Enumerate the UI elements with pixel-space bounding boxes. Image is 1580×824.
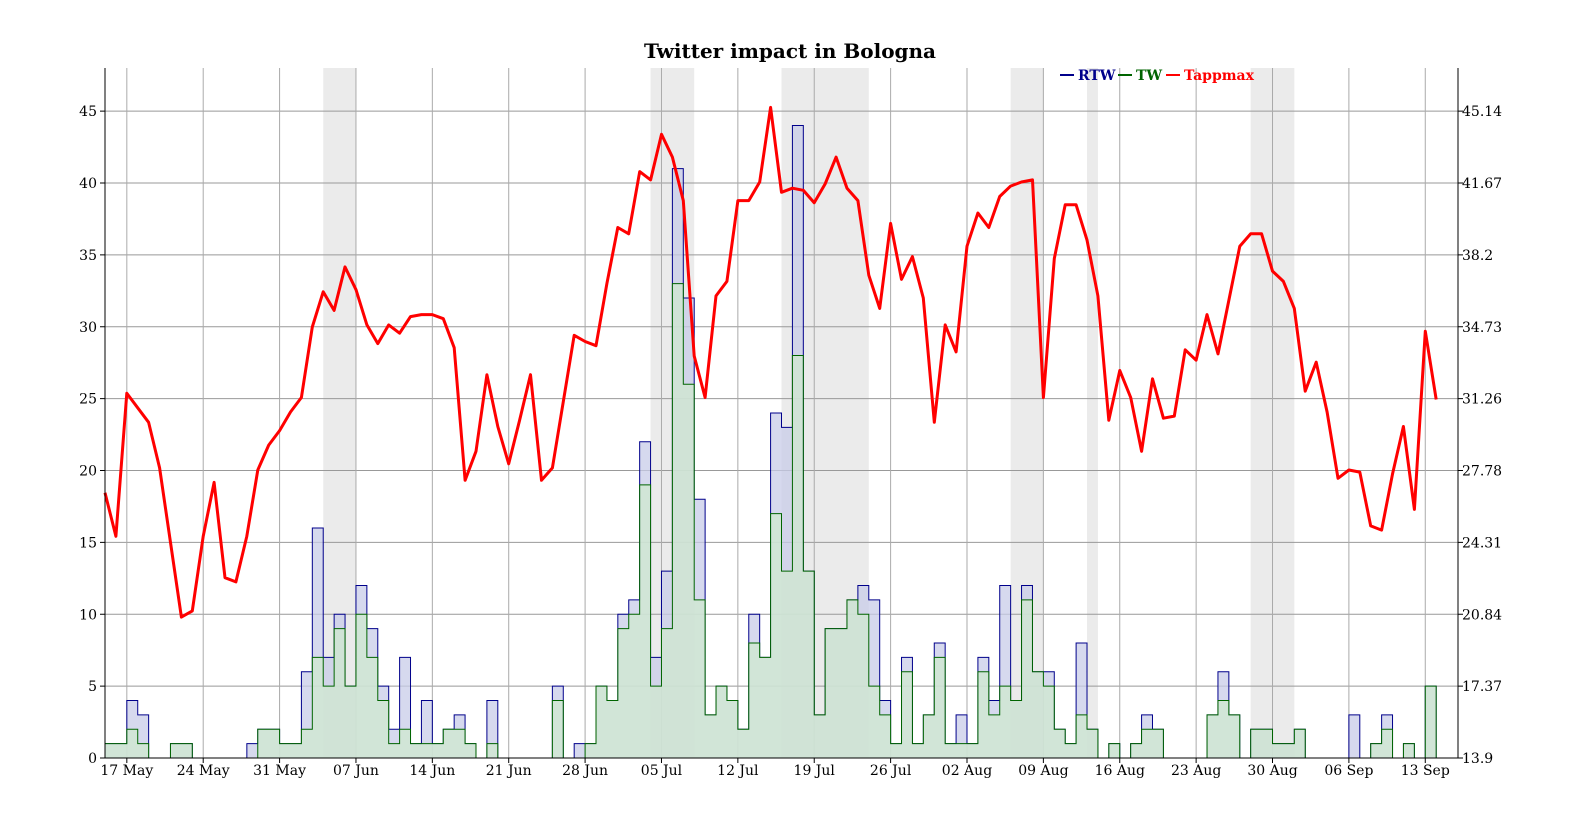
x-tick-label: 31 May — [253, 763, 306, 779]
bars-layer — [104, 125, 1437, 759]
x-tick-label: 30 Aug — [1247, 763, 1297, 779]
x-tick-label: 21 Jun — [486, 763, 532, 779]
series-tappmax — [103, 105, 1438, 619]
grid-layer — [105, 68, 1458, 759]
legend-label: Tappmax — [1184, 68, 1255, 84]
y-tick-label-left: 5 — [88, 679, 97, 695]
y-tick-label-left: 20 — [79, 464, 97, 480]
y-tick-label-left: 30 — [79, 320, 97, 336]
y-tick-label-left: 45 — [79, 104, 97, 120]
shaded-band — [1087, 68, 1098, 758]
x-tick-label: 14 Jun — [409, 763, 455, 779]
x-tick-label: 13 Sep — [1401, 763, 1450, 779]
x-tick-label: 26 Jul — [870, 763, 912, 779]
y-tick-label-left: 10 — [79, 607, 97, 623]
y-tick-label-left: 40 — [79, 176, 97, 192]
y-tick-label-left: 15 — [79, 535, 97, 551]
y-tick-label-right: 24.31 — [1462, 535, 1502, 551]
y-tick-label-left: 35 — [79, 248, 97, 264]
legend-label: RTW — [1078, 68, 1116, 84]
y-tick-label-right: 17.37 — [1462, 679, 1502, 695]
x-tick-label: 24 May — [177, 763, 230, 779]
x-tick-label: 05 Jul — [641, 763, 683, 779]
x-tick-label: 07 Jun — [333, 763, 379, 779]
y-tick-label-right: 13.9 — [1462, 751, 1493, 767]
x-tick-label: 06 Sep — [1324, 763, 1373, 779]
line-layer — [103, 105, 1438, 619]
x-tick-label: 02 Aug — [942, 763, 992, 779]
legend-label: TW — [1136, 68, 1162, 84]
axes-layer: 0 5 10 15 20 25 30 35 40 45 13.9 17.37 20.84 24.31 27.… — [79, 68, 1502, 779]
y-tick-label-left: 0 — [88, 751, 97, 767]
y-tick-label-right: 38.2 — [1462, 248, 1493, 264]
x-tick-label: 09 Aug — [1018, 763, 1068, 779]
x-tick-label: 19 Jul — [794, 763, 836, 779]
x-tick-label: 17 May — [100, 763, 153, 779]
x-tick-label: 23 Aug — [1171, 763, 1221, 779]
legend: RTW TW Tappmax — [1060, 68, 1255, 84]
series-tw — [104, 283, 1437, 759]
y-tick-label-right: 20.84 — [1462, 607, 1502, 623]
y-tick-label-right: 41.67 — [1462, 176, 1502, 192]
y-tick-label-right: 34.73 — [1462, 320, 1502, 336]
x-tick-label: 28 Jun — [562, 763, 608, 779]
x-tick-label: 16 Aug — [1095, 763, 1145, 779]
y-tick-label-right: 45.14 — [1462, 104, 1502, 120]
x-tick-label: 12 Jul — [717, 763, 759, 779]
y-tick-label-left: 25 — [79, 392, 97, 408]
chart-title: Twitter impact in Bologna — [644, 39, 936, 63]
y-tick-label-right: 27.78 — [1462, 464, 1502, 480]
y-tick-label-right: 31.26 — [1462, 392, 1502, 408]
